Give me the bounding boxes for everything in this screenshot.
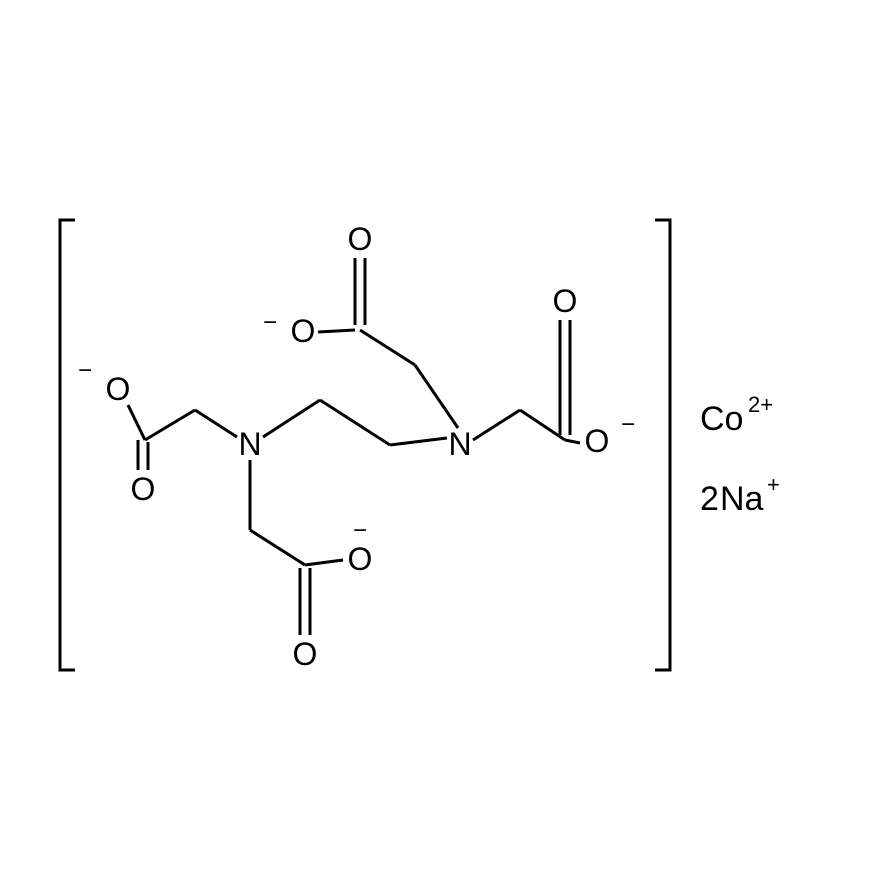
- atom-O: O: [131, 471, 156, 507]
- atom-O: O: [348, 541, 373, 577]
- atom-O: O: [585, 423, 610, 459]
- bond: [390, 438, 447, 445]
- bond: [320, 400, 390, 445]
- atom-N1: N: [238, 426, 261, 462]
- bond: [565, 440, 580, 443]
- bond: [250, 530, 305, 565]
- bond: [263, 400, 320, 437]
- atom-O: O: [293, 636, 318, 672]
- atom-O: O: [553, 283, 578, 319]
- sodium-prefix: 2: [700, 480, 719, 518]
- bond: [195, 410, 237, 437]
- sodium-charge: +: [767, 472, 780, 497]
- cobalt-ion: Co: [700, 400, 743, 438]
- right-bracket: [655, 220, 670, 670]
- bond: [318, 330, 355, 332]
- bond: [145, 410, 195, 440]
- sodium-ion: Na: [720, 480, 764, 518]
- left-bracket: [60, 220, 75, 670]
- charge-minus: −: [263, 309, 277, 336]
- bond: [520, 410, 565, 440]
- atom-N2: N: [448, 426, 471, 462]
- charge-minus: −: [78, 357, 92, 384]
- atom-O: O: [106, 371, 131, 407]
- cobalt-charge: 2+: [748, 392, 773, 417]
- bond: [128, 405, 145, 440]
- bond: [305, 560, 343, 565]
- atom-O: O: [348, 221, 373, 257]
- bond: [415, 365, 458, 428]
- charge-minus: −: [621, 411, 635, 438]
- charge-minus: −: [353, 517, 367, 544]
- chemical-structure-diagram: N N O − O O − O O O − O −: [0, 0, 890, 890]
- bond: [360, 330, 415, 365]
- bond: [473, 410, 520, 440]
- atom-O: O: [291, 313, 316, 349]
